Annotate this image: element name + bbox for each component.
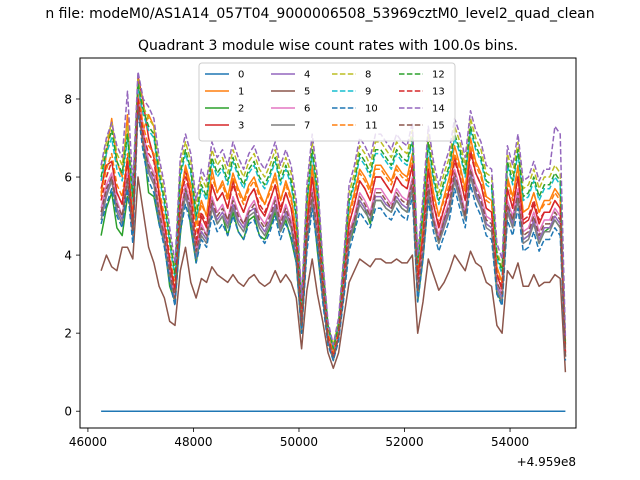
axes-frame [79,57,577,429]
legend-label-14: 14 [432,104,445,115]
legend-label-11: 11 [365,121,378,132]
legend-label-3: 3 [238,121,244,132]
series-line-10 [100,109,567,362]
x-axis-offset-label: +4.959e8 [517,455,576,469]
legend-label-7: 7 [304,121,310,132]
legend-label-8: 8 [365,70,371,81]
figure-suptitle: n file: modeM0/AS1A14_057T04_9000006508_… [45,6,594,22]
x-axis-ticks: 46000 48000 50000 52000 54000 [69,428,529,449]
legend-label-9: 9 [365,87,371,98]
legend-label-6: 6 [304,104,310,115]
series-line-13 [100,98,567,358]
y-tick-label: 0 [64,405,72,419]
series-layer [100,70,567,412]
legend-label-15: 15 [432,121,445,132]
legend-label-13: 13 [432,87,445,98]
legend-label-0: 0 [238,70,244,81]
x-tick-label: 46000 [69,435,107,449]
x-tick-label: 50000 [280,435,318,449]
plot-area: 46000 48000 50000 52000 54000 0 2 4 6 8 +4.959e8 [64,57,577,469]
x-tick-label: 48000 [174,435,212,449]
legend-label-1: 1 [238,87,244,98]
series-line-15 [100,106,567,358]
legend-label-12: 12 [432,70,445,81]
legend-frame [198,62,456,142]
y-tick-label: 6 [64,171,72,185]
y-tick-label: 8 [64,92,72,106]
legend-label-4: 4 [304,70,310,81]
x-tick-label: 54000 [491,435,529,449]
legend-label-5: 5 [304,87,310,98]
legend-label-10: 10 [365,104,378,115]
legend-label-2: 2 [238,104,244,115]
x-tick-label: 52000 [385,435,423,449]
series-line-9 [100,86,567,350]
series-line-5 [100,176,567,373]
series-line-14 [100,70,567,346]
series-line-12 [100,82,567,350]
y-tick-label: 4 [64,249,72,263]
chart-title: Quadrant 3 module wise count rates with … [138,38,518,54]
y-axis-ticks: 0 2 4 6 8 [64,92,80,419]
y-tick-label: 2 [64,327,72,341]
